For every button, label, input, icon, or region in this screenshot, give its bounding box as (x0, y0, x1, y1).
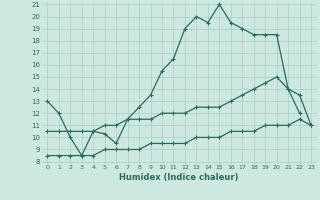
X-axis label: Humidex (Indice chaleur): Humidex (Indice chaleur) (119, 173, 239, 182)
